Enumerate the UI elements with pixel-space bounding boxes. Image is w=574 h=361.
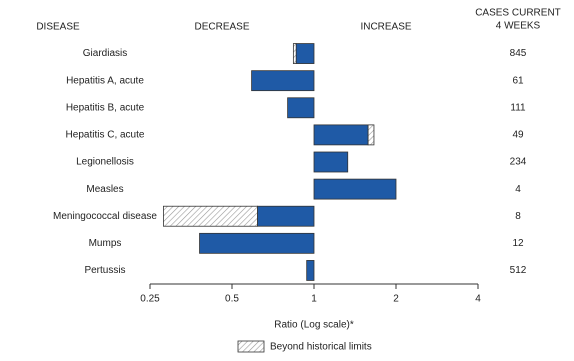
cases-value: 49 [512, 130, 524, 141]
header-cases: 4 WEEKS [496, 21, 541, 32]
x-tick-label: 2 [393, 294, 399, 305]
header-cases: CASES CURRENT [475, 8, 561, 19]
cases-value: 4 [515, 184, 521, 195]
x-tick-label: 1 [311, 294, 317, 305]
header-decrease: DECREASE [194, 22, 249, 33]
category-label: Hepatitis A, acute [66, 75, 144, 86]
category-label: Pertussis [84, 265, 125, 276]
cases-value: 512 [510, 265, 527, 276]
bar-beyond-limits [163, 205, 258, 227]
cases-value: 61 [512, 75, 524, 86]
bar [313, 124, 369, 146]
category-label: Mumps [89, 238, 122, 249]
category-label: Legionellosis [76, 157, 134, 168]
legend-label: Beyond historical limits [270, 342, 372, 353]
cases-value: 111 [510, 102, 526, 113]
cases-value: 8 [515, 211, 521, 222]
bar-beyond-limits [367, 124, 375, 146]
header-disease: DISEASE [36, 22, 80, 33]
category-label: Meningococcal disease [53, 211, 157, 222]
bar [313, 151, 349, 173]
bar [199, 232, 315, 254]
cases-value: 845 [510, 48, 527, 59]
legend-swatch [237, 340, 265, 353]
bar [257, 205, 315, 227]
category-label: Measles [86, 184, 123, 195]
category-label: Hepatitis B, acute [66, 102, 145, 113]
bar [295, 43, 315, 64]
x-tick-label: 0.5 [225, 294, 239, 305]
bar [287, 97, 315, 119]
bar [306, 260, 315, 281]
category-label: Giardiasis [83, 48, 127, 59]
bar [251, 70, 315, 92]
x-tick-label: 0.25 [140, 294, 160, 305]
bar [313, 178, 397, 200]
header-increase: INCREASE [360, 22, 411, 33]
category-label: Hepatitis C, acute [66, 130, 145, 141]
cases-value: 12 [512, 238, 524, 249]
cases-value: 234 [510, 157, 527, 168]
x-tick-label: 4 [475, 294, 481, 305]
x-axis-label: Ratio (Log scale)* [274, 320, 354, 331]
bar-beyond-limits [292, 43, 297, 64]
